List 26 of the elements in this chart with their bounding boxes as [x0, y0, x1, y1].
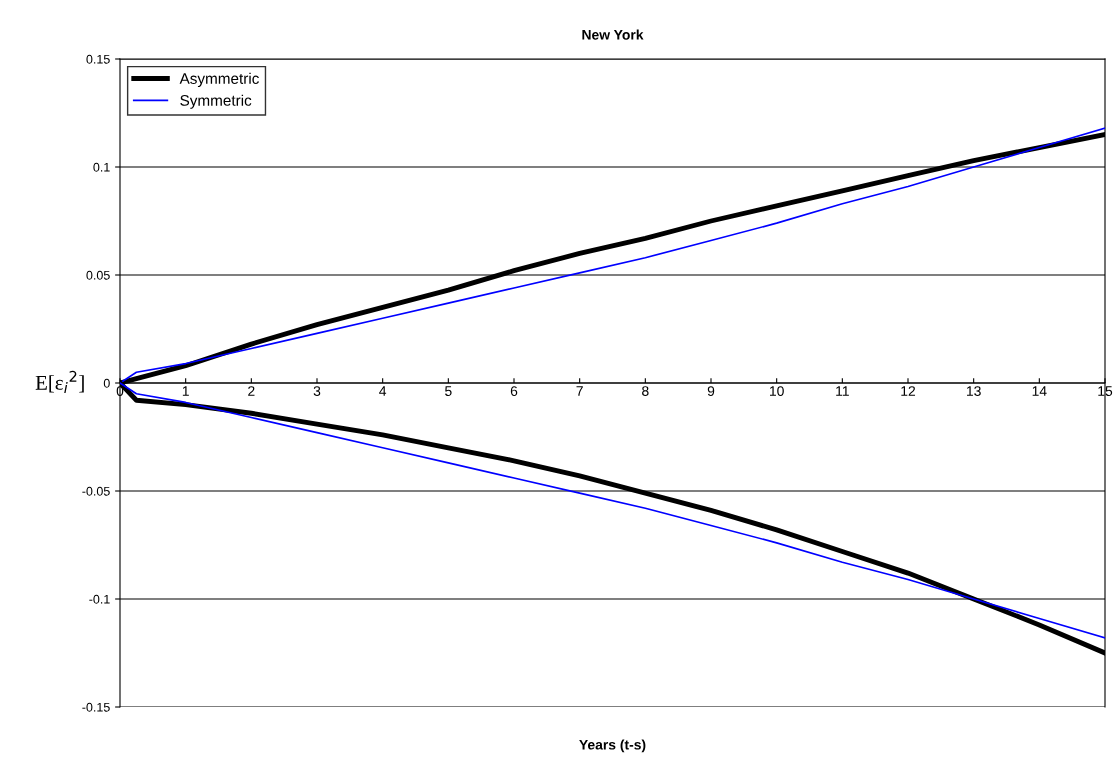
legend-label: Symmetric [180, 94, 252, 109]
x-axis-title: Years (t-s) [579, 739, 646, 753]
y-tick-label: 0 [103, 378, 110, 388]
x-tick-label: 11 [836, 386, 849, 396]
x-tick-label: 1 [182, 386, 189, 396]
chart-title: New York [582, 29, 644, 40]
legend-label: Asymmetric [179, 72, 259, 87]
x-tick-label: 13 [967, 386, 981, 396]
x-tick-label: 12 [901, 386, 916, 396]
y-tick-label: -0.15 [82, 702, 110, 712]
x-tick-label: 10 [770, 386, 784, 396]
y-tick-label: 0.05 [86, 270, 110, 280]
x-tick-label: 8 [642, 386, 649, 396]
x-tick-label: 4 [379, 386, 387, 396]
x-tick-label: 14 [1032, 386, 1047, 396]
x-tick-label: 5 [445, 386, 452, 396]
y-axis-title: E[ε$_{i}$$^{2}$] [35, 370, 84, 394]
x-tick-label: 9 [707, 386, 715, 396]
x-tick-label: 7 [576, 386, 583, 396]
y-tick-label: 0.15 [86, 54, 110, 64]
y-tick-label: -0.05 [82, 486, 110, 496]
x-tick-label: 2 [248, 386, 255, 396]
x-tick-label: 3 [313, 386, 321, 396]
y-tick-label: 0.1 [93, 162, 110, 172]
x-tick-label: 6 [510, 386, 518, 396]
y-tick-label: -0.1 [89, 594, 110, 604]
